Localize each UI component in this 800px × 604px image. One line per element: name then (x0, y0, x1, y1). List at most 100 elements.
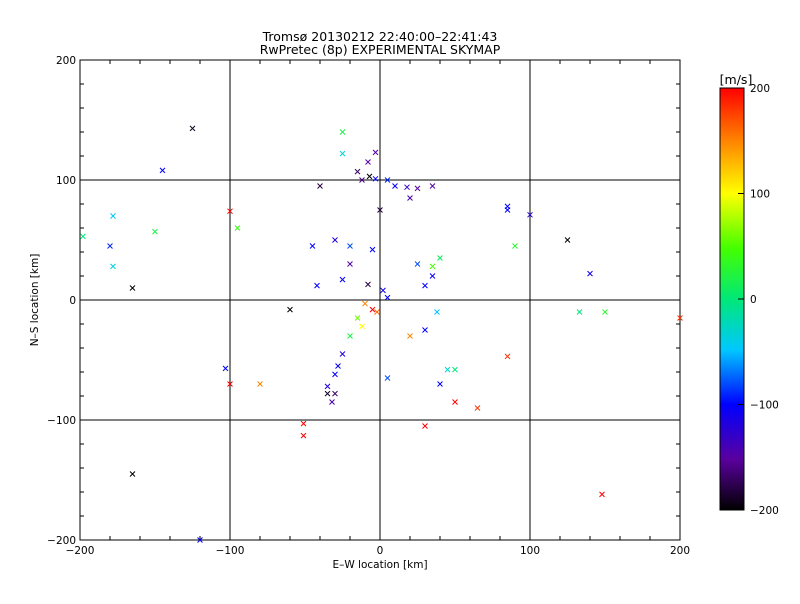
x-tick-labels: −200 −100 0 100 200 (66, 545, 690, 557)
data-point (429, 263, 436, 270)
y-tick-labels: 200 100 0 −100 −200 (47, 55, 76, 547)
data-point (384, 177, 391, 183)
colorbar-tick-label: 0 (750, 294, 757, 306)
data-point (110, 263, 116, 270)
data-point (677, 315, 683, 321)
data-point (354, 168, 361, 175)
data-point (429, 183, 436, 189)
data-point (422, 327, 428, 333)
data-point (257, 381, 263, 387)
data-point (189, 125, 196, 132)
data-point (365, 159, 371, 165)
y-tick-label: 200 (56, 55, 76, 67)
data-point (372, 175, 379, 182)
data-point (434, 309, 440, 315)
data-point (317, 183, 323, 189)
data-point (504, 203, 511, 210)
y-axis-label: N–S location [km] (29, 254, 41, 347)
data-point (107, 243, 113, 249)
data-point (159, 167, 166, 174)
y-tick-label: 100 (56, 175, 76, 187)
x-tick-label: 100 (520, 545, 540, 557)
colorbar-label: [m/s] (720, 72, 753, 87)
data-point (354, 315, 361, 321)
chart-subtitle: RwPretec (8p) EXPERIMENTAL SKYMAP (260, 42, 501, 57)
data-point (374, 309, 380, 315)
colorbar-tick-label: 100 (750, 189, 770, 201)
data-point (407, 195, 413, 201)
data-point (234, 225, 241, 231)
data-point (300, 420, 307, 427)
data-point (339, 129, 346, 135)
data-point (329, 399, 335, 405)
data-point (599, 491, 605, 498)
data-point (347, 333, 353, 339)
data-point (314, 282, 320, 289)
colorbar-tick-label: −100 (750, 400, 779, 412)
x-tick-label: −200 (66, 545, 95, 557)
data-point (332, 371, 338, 378)
data-point (504, 353, 511, 360)
data-point (369, 306, 376, 313)
x-tick-label: −100 (216, 545, 245, 557)
data-point (404, 184, 410, 191)
chart-title: Tromsø 20130212 22:40:00–22:41:43 (262, 29, 498, 44)
colorbar-tick-label: −200 (750, 505, 779, 517)
data-point (324, 390, 331, 397)
data-points (80, 125, 683, 543)
data-point (347, 243, 353, 249)
data-point (80, 233, 86, 240)
data-point (152, 228, 158, 235)
data-point (527, 211, 533, 218)
y-tick-label: −100 (47, 415, 76, 427)
x-tick-label: 0 (377, 545, 384, 557)
data-point (287, 306, 293, 313)
x-tick-label: 200 (670, 545, 690, 557)
data-point (335, 363, 341, 369)
grid-lines (80, 60, 680, 540)
data-point (452, 366, 458, 373)
data-point (414, 261, 421, 267)
data-point (422, 423, 428, 429)
data-point (392, 183, 398, 189)
data-point (602, 309, 608, 315)
data-point (324, 383, 331, 390)
data-point (437, 381, 443, 387)
data-point (452, 399, 458, 405)
data-point (437, 255, 443, 261)
data-point (564, 237, 571, 243)
data-point (339, 276, 346, 283)
data-point (129, 471, 136, 477)
y-tick-label: −200 (47, 535, 76, 547)
colorbar-tick-label: 200 (750, 83, 770, 95)
data-point (332, 237, 338, 243)
data-point (372, 149, 379, 156)
data-point (222, 365, 229, 372)
data-point (380, 287, 386, 294)
y-tick-label: 0 (69, 295, 76, 307)
data-point (227, 381, 233, 387)
axis-ticks (79, 59, 681, 541)
data-point (347, 261, 353, 267)
data-point (197, 537, 203, 543)
data-point (366, 173, 373, 180)
data-point (407, 333, 413, 339)
data-point (587, 270, 593, 277)
data-point (110, 213, 116, 219)
data-point (339, 351, 346, 357)
data-point (369, 246, 376, 253)
data-point (362, 300, 368, 307)
data-point (377, 207, 383, 213)
data-point (300, 432, 307, 439)
data-point (359, 323, 365, 330)
data-point (365, 281, 371, 288)
data-point (444, 366, 451, 373)
x-axis-label: E–W location [km] (332, 559, 427, 571)
data-point (384, 375, 391, 381)
data-point (332, 390, 338, 397)
colorbar-ticks: 200 100 0 −100 −200 (738, 83, 779, 517)
data-point (474, 405, 481, 411)
data-point (384, 294, 391, 301)
